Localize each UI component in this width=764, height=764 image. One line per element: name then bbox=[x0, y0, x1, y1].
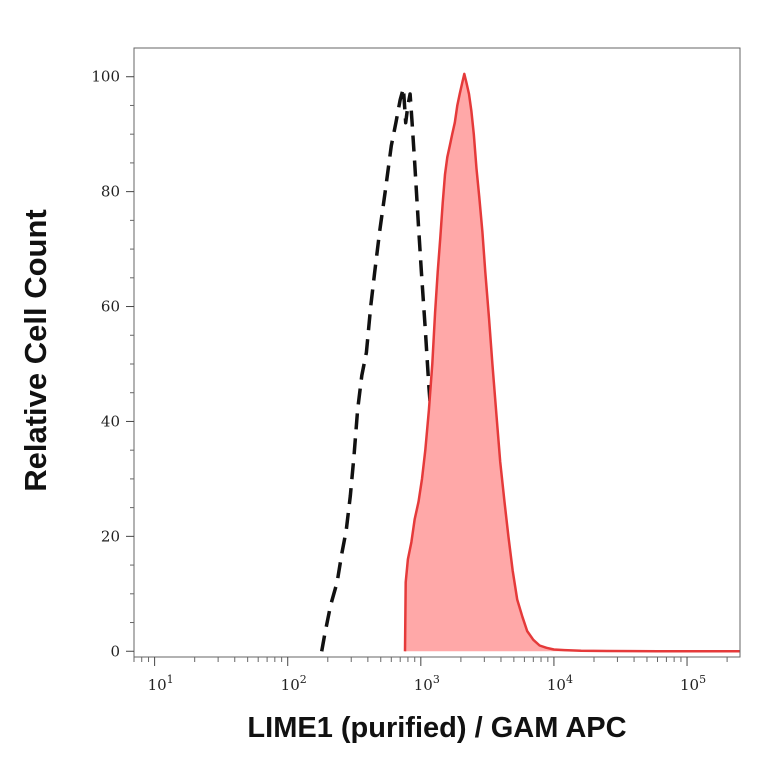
plot-layer bbox=[319, 72, 740, 653]
x-tick-label-1000: 103 bbox=[414, 673, 440, 694]
plot-frame bbox=[133, 47, 741, 658]
x-tick-label-10000: 104 bbox=[547, 673, 573, 694]
x-tick-label-10: 101 bbox=[148, 673, 174, 694]
series-1-line bbox=[403, 72, 740, 653]
y-tick-label-20: 20 bbox=[101, 527, 120, 545]
y-tick-label-40: 40 bbox=[101, 412, 120, 430]
y-tick-label-0: 0 bbox=[110, 642, 120, 660]
y-tick-label-100: 100 bbox=[91, 68, 120, 86]
y-tick-label-60: 60 bbox=[101, 298, 120, 316]
x-tick-label-100: 102 bbox=[281, 673, 307, 694]
axis-layer: 0 20 40 60 80 100 101 102 103 104 105 bbox=[91, 68, 728, 694]
x-tick-label-100000: 105 bbox=[680, 673, 706, 694]
y-tick-label-80: 80 bbox=[101, 183, 120, 201]
x-axis-label: LIME1 (purified) / GAM APC bbox=[247, 712, 626, 744]
y-axis-label: Relative Cell Count bbox=[18, 209, 53, 492]
series-1-fill bbox=[405, 73, 740, 652]
